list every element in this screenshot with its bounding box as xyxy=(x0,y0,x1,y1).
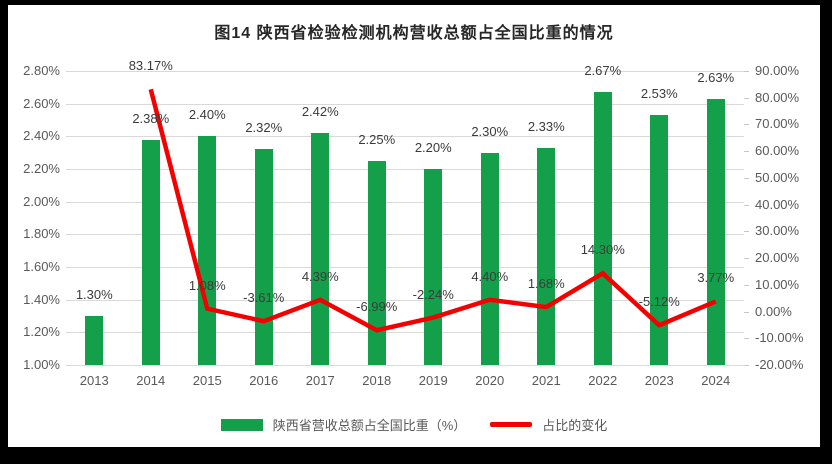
bar xyxy=(593,92,612,365)
line-value-label: 1.68% xyxy=(527,276,565,292)
chart-frame: 图14 陕西省检验检测机构营收总额占全国比重的情况 1.00% 1.20% 1.40… xyxy=(8,5,820,447)
y-axis-label-left: 2.60% xyxy=(23,95,60,111)
line-value-label: -5.12% xyxy=(638,294,680,310)
x-axis-label: 2019 xyxy=(418,373,448,388)
right-axis-tick-icon xyxy=(744,258,749,260)
legend-bar-label: 陕西省营收总额占全国比重（%） xyxy=(272,418,467,433)
x-axis-label: 2017 xyxy=(305,373,335,388)
x-axis-label: 2013 xyxy=(79,373,109,388)
x-axis-label: 2015 xyxy=(192,373,222,388)
bar xyxy=(198,136,217,365)
bar-value-label: 2.30% xyxy=(471,123,509,139)
y-axis-label-right: -20.00% xyxy=(755,357,804,372)
bar xyxy=(85,316,104,365)
bar xyxy=(254,149,273,365)
plot-area: 1.00% 1.20% 1.40% 1.60% 1.80% 2.00% 2.20% 2.40%… xyxy=(8,5,820,447)
right-axis-tick-icon xyxy=(744,124,749,126)
bar-value-label: 2.40% xyxy=(188,107,226,123)
line-value-label: 14.30% xyxy=(580,242,625,258)
bar-value-label: 2.38% xyxy=(132,110,170,126)
y-axis-label-left: 1.20% xyxy=(23,324,60,340)
right-axis-tick-icon xyxy=(744,204,749,206)
y-axis-label-right: 0.00% xyxy=(755,303,792,319)
line-value-label: -6.99% xyxy=(356,299,398,315)
y-axis-label-right: 80.00% xyxy=(755,89,800,105)
bar xyxy=(480,152,499,365)
gridline xyxy=(66,71,744,72)
right-axis-tick-icon xyxy=(744,365,749,366)
bar xyxy=(141,139,160,365)
bar-value-label: 2.33% xyxy=(527,118,565,134)
bar-value-label: 2.42% xyxy=(301,104,339,120)
bar xyxy=(706,98,725,365)
y-axis-label-right: 60.00% xyxy=(755,143,800,159)
gridline xyxy=(66,201,744,203)
right-axis-tick-icon xyxy=(744,177,749,179)
chart-title: 图14 陕西省检验检测机构营收总额占全国比重的情况 xyxy=(214,25,614,42)
y-axis-label-left: 2.20% xyxy=(23,161,60,176)
x-axis-label: 2018 xyxy=(362,373,392,388)
x-axis-label: 2014 xyxy=(136,373,166,388)
y-axis-label-right: 20.00% xyxy=(755,250,800,266)
y-axis-label-right: 30.00% xyxy=(755,223,800,239)
bar xyxy=(537,147,556,365)
right-axis-tick-icon xyxy=(744,71,749,72)
right-axis-tick-icon xyxy=(744,231,749,233)
legend-line-swatch-icon xyxy=(490,422,533,427)
line-value-label: 3.77% xyxy=(697,270,735,286)
bar-value-label: 2.63% xyxy=(697,69,735,85)
right-axis-tick-icon xyxy=(744,151,749,153)
line-value-label: -2.24% xyxy=(412,286,454,302)
y-axis-label-left: 2.40% xyxy=(23,128,60,144)
gridline xyxy=(66,267,744,268)
right-axis-tick-icon xyxy=(744,284,749,286)
x-axis-label: 2022 xyxy=(588,373,618,388)
bar xyxy=(311,133,330,365)
bar-value-label: 2.67% xyxy=(584,63,622,79)
gridline xyxy=(66,365,744,366)
right-axis-tick-icon xyxy=(744,311,749,313)
y-axis-label-left: 1.60% xyxy=(23,259,60,274)
y-axis-label-left: 1.40% xyxy=(23,291,60,307)
line-value-label: 4.39% xyxy=(301,268,339,284)
y-axis-label-right: 70.00% xyxy=(755,116,800,132)
y-axis-label-right: 50.00% xyxy=(755,169,800,185)
y-axis-label-right: -10.00% xyxy=(755,330,804,346)
right-axis-tick-icon xyxy=(744,97,749,99)
x-axis-label: 2023 xyxy=(644,373,674,388)
legend-bar-swatch-icon xyxy=(220,418,263,431)
y-axis-label-right: 40.00% xyxy=(755,196,800,212)
line-value-label: 1.08% xyxy=(188,277,226,293)
bar-value-label: 2.53% xyxy=(640,86,678,102)
y-axis-label-left: 1.00% xyxy=(23,357,60,372)
bar xyxy=(424,169,443,365)
x-axis-label: 2016 xyxy=(249,373,279,388)
y-axis-label-left: 1.80% xyxy=(23,226,60,242)
bar-value-label: 1.30% xyxy=(75,287,113,302)
y-axis-label-left: 2.80% xyxy=(23,63,60,78)
gridline xyxy=(66,169,744,170)
gridline xyxy=(66,332,744,334)
x-axis-label: 2024 xyxy=(701,373,731,388)
legend-line-label: 占比的变化 xyxy=(542,418,608,433)
legend: 陕西省营收总额占全国比重（%） 占比的变化 xyxy=(8,415,820,434)
x-axis-label: 2021 xyxy=(531,373,561,388)
line-value-label: 4.40% xyxy=(471,268,509,284)
y-axis-label-right: 90.00% xyxy=(755,63,800,78)
y-axis-label-left: 2.00% xyxy=(23,193,60,209)
right-axis-tick-icon xyxy=(744,338,749,340)
bar-value-label: 2.25% xyxy=(358,131,396,147)
line-value-label: -3.61% xyxy=(243,290,285,306)
bar-value-label: 2.32% xyxy=(245,120,283,136)
y-axis-label-right: 10.00% xyxy=(755,276,800,292)
gridline xyxy=(66,234,744,236)
line-value-label: 83.17% xyxy=(128,58,173,74)
bar xyxy=(650,115,669,365)
x-axis-label: 2020 xyxy=(475,373,505,388)
bar xyxy=(367,160,386,365)
bar-value-label: 2.20% xyxy=(414,140,452,155)
gridline xyxy=(66,103,744,105)
